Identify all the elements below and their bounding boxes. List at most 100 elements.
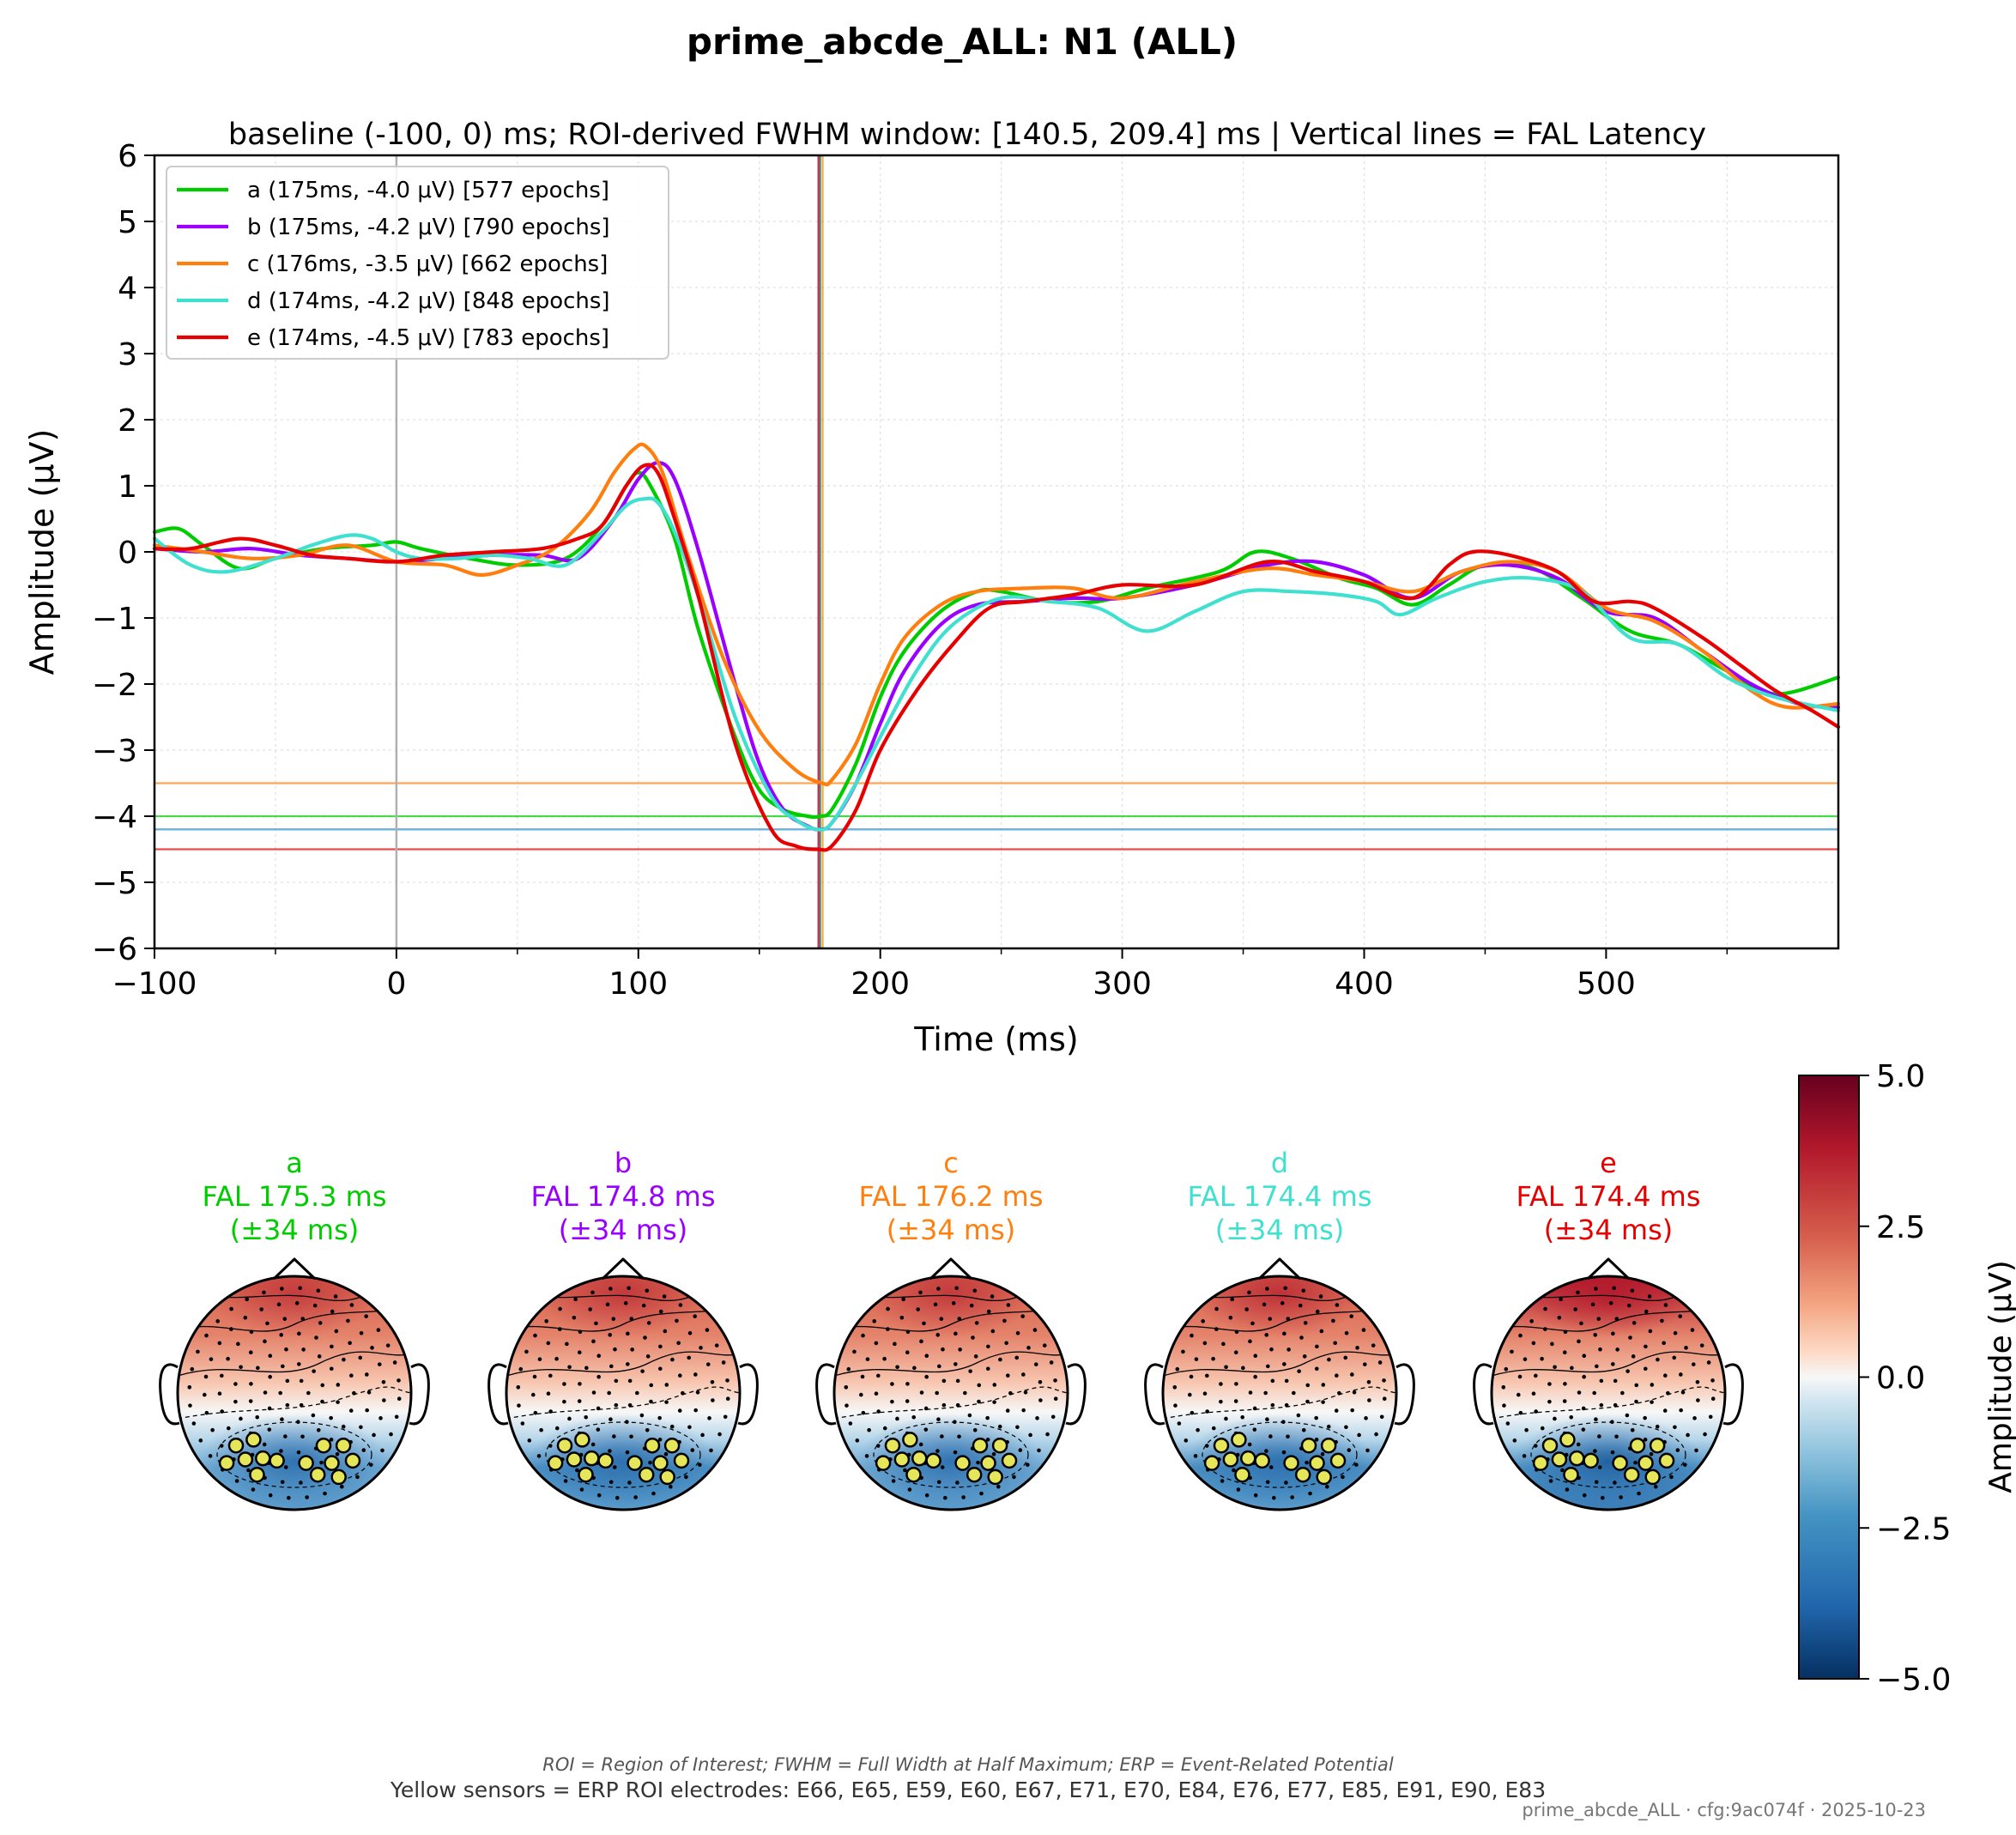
electrode-dot [955,1378,960,1384]
electrode-dot [229,1327,233,1331]
electrode-dot [249,1382,253,1386]
electrode-dot [629,1434,633,1439]
electrode-dot [1576,1290,1580,1295]
electrode-dot [263,1339,267,1344]
electrode-dot [1240,1414,1245,1420]
electrode-dot [320,1399,324,1404]
electrode-dot [957,1317,962,1321]
electrode-dot [693,1408,698,1413]
electrode-dot [886,1306,890,1311]
electrode-dot [518,1366,524,1372]
roi-sensor [1320,1437,1337,1454]
roi-sensor [1001,1452,1018,1469]
electrode-dot [268,1354,273,1359]
electrode-dot [922,1321,926,1326]
electrode-dot [893,1341,897,1347]
electrode-dot [612,1434,616,1438]
electrode-dot [1321,1383,1326,1387]
electrode-dot [1248,1390,1253,1395]
y-tick-label: 2 [118,403,137,439]
electrode-dot [1610,1420,1614,1425]
y-tick-label: 4 [118,271,137,306]
electrode-dot [1252,1427,1257,1432]
electrode-dot [283,1434,288,1438]
electrode-dot [690,1448,695,1452]
electrode-dot [294,1301,300,1305]
electrode-dot [1189,1374,1194,1379]
electrode-dot [1582,1354,1587,1359]
electrode-dot [953,1450,958,1455]
electrode-dot [852,1349,857,1354]
electrode-dot [1202,1341,1208,1346]
electrode-dot [1049,1360,1054,1365]
electrode-dot [645,1354,651,1359]
roi-sensor [315,1437,332,1454]
electrode-dot [1290,1495,1294,1499]
electrode-dot [1308,1491,1312,1496]
electrode-dot [329,1366,334,1372]
electrode-dot [1270,1402,1275,1408]
series-line-c [152,442,1841,787]
electrode-dot [204,1333,209,1338]
electrode-dot [329,1438,334,1442]
electrode-dot [336,1400,340,1404]
electrode-dot [895,1365,899,1370]
electrode-dot [1282,1362,1286,1366]
roi-sensor [905,1466,922,1483]
electrode-dot [1534,1373,1538,1378]
y-tick-label: −4 [92,800,137,835]
contour-line [1492,1386,1725,1420]
electrode-dot [578,1382,582,1386]
electrode-dot [643,1335,647,1340]
electrode-dot [1613,1378,1618,1384]
electrode-dot [516,1385,521,1390]
electrode-dot [1253,1354,1258,1359]
electrode-dot [855,1438,860,1443]
electrode-dot [365,1372,369,1377]
electrode-dot [1018,1448,1023,1452]
electrode-dot [1015,1330,1020,1335]
electrode-dot [567,1365,572,1370]
electrode-dot [527,1438,532,1443]
electrode-dot [348,1408,354,1413]
electrode-dot [1268,1465,1274,1469]
electrode-dot [1005,1408,1010,1413]
electrode-dot [1262,1302,1267,1307]
electrode-dot [1594,1287,1598,1291]
electrode-dot [1601,1495,1605,1500]
electrode-dot [1518,1333,1523,1338]
electrode-dot [1236,1487,1241,1492]
electrode-dot [626,1331,630,1336]
roi-sensor [875,1455,892,1471]
electrode-dot [1035,1416,1039,1420]
electrode-dot [725,1396,730,1401]
electrode-dot [1281,1450,1286,1455]
electrode-dot [1233,1350,1238,1355]
roi-sensor [547,1455,564,1471]
roi-sensor [991,1437,1008,1454]
electrode-dot [1377,1360,1383,1365]
legend-entry-b: b (175ms, -4.2 μV) [790 epochs] [247,215,610,240]
electrode-dot [219,1444,224,1448]
electrode-dot [1320,1451,1325,1456]
frontal-positivity [865,1276,1037,1337]
electrode-dot [1672,1355,1677,1360]
electrode-dot [1023,1390,1028,1395]
electrode-dot [1004,1341,1008,1346]
electrode-dot [280,1480,285,1485]
electrode-dot [657,1438,663,1442]
electrode-dot [259,1307,263,1311]
electrode-dot [229,1306,233,1311]
electrode-dot [1673,1330,1678,1335]
electrode-dot [711,1398,715,1402]
electrode-dot [299,1402,304,1408]
electrode-dot [1533,1444,1538,1448]
electrode-dot [306,1390,311,1396]
topomap-window-label: (±34 ms) [230,1214,360,1246]
right-ear [409,1363,430,1426]
nose [272,1257,317,1281]
electrode-dot [558,1306,562,1311]
electrode-dot [1347,1448,1352,1452]
